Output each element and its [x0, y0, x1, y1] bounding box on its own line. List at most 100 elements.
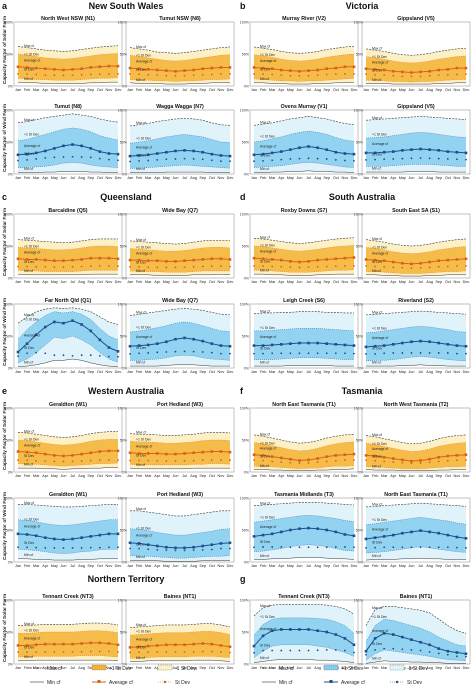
stdev-point: [71, 265, 74, 268]
stdev-point: [353, 159, 355, 162]
x-tick-label: Jul: [306, 280, 311, 284]
average-point: [364, 67, 368, 71]
panel-title: Baines (NT1): [164, 594, 197, 600]
series-average-line: [365, 632, 467, 655]
stdev-point: [419, 352, 422, 354]
y-tick-label: 50%: [120, 53, 128, 57]
average-point: [289, 260, 292, 263]
stdev-point: [344, 459, 346, 462]
average-point: [334, 257, 338, 261]
series-plus1-line: [253, 515, 355, 523]
x-tick-label: May: [163, 370, 170, 374]
x-tick-label: May: [399, 88, 406, 92]
stdev-point: [344, 72, 346, 75]
stdev-point: [89, 73, 92, 76]
average-point: [34, 258, 38, 261]
y-tick-label: 50%: [120, 335, 128, 339]
average-point: [298, 69, 301, 73]
series-min-line: [254, 468, 355, 471]
stdev-point: [201, 158, 204, 161]
average-point: [107, 64, 111, 68]
average-point: [53, 537, 56, 541]
annotation-label: Max cf: [260, 309, 270, 313]
y-tick-label: 0%: [8, 471, 14, 475]
annotation-label: Max cf: [372, 237, 382, 241]
x-tick-label: Sep: [435, 474, 442, 478]
annotation-label: +1 St Dev: [24, 52, 39, 56]
x-tick-label: Dec: [115, 88, 122, 92]
y-tick-label: 0%: [122, 277, 128, 281]
x-tick-label: Apr: [154, 370, 161, 374]
series-average-line: [18, 642, 119, 646]
stdev-point: [365, 547, 367, 549]
x-tick-label: Jun: [172, 666, 178, 670]
annotation-label: Average cf: [24, 251, 40, 255]
stdev-point: [280, 265, 283, 268]
average-point: [228, 154, 232, 158]
x-tick-label: Sep: [87, 474, 94, 478]
x-tick-label: Jun: [172, 280, 178, 284]
average-point: [128, 541, 132, 545]
x-tick-label: Sep: [87, 370, 94, 374]
x-tick-label: Jun: [408, 88, 414, 92]
average-point: [34, 643, 38, 647]
average-point: [89, 147, 93, 150]
series-max-line: [253, 433, 355, 444]
stdev-point: [307, 462, 310, 464]
average-point: [183, 452, 186, 455]
average-point: [391, 260, 395, 264]
series-average-line: [253, 628, 355, 647]
x-tick-label: Jul: [306, 666, 311, 670]
annotation-label: Min cf: [260, 269, 269, 273]
average-point: [446, 454, 450, 458]
annotation-label: Min cf: [136, 269, 145, 273]
y-tick-label: 0%: [358, 367, 364, 371]
stdev-point: [428, 546, 431, 549]
annotation-label: St Dev: [136, 454, 146, 458]
annotation-label: Min cf: [372, 465, 381, 469]
x-tick-label: Jan: [127, 474, 133, 478]
average-point: [71, 258, 74, 262]
x-tick-label: Oct: [209, 280, 216, 284]
x-tick-label: Sep: [323, 564, 330, 568]
annotation-label: Max cf: [24, 429, 34, 433]
x-tick-label: Aug: [190, 370, 197, 374]
average-point: [137, 258, 141, 262]
stdev-point: [334, 546, 337, 548]
band-inner: [254, 131, 354, 168]
x-tick-label: Feb: [260, 370, 267, 374]
band-inner: [366, 517, 466, 554]
x-tick-label: Sep: [323, 474, 330, 478]
average-point: [401, 70, 404, 74]
annotation-label: +1 St Dev: [372, 615, 387, 619]
annotation-label: Max cf: [260, 120, 270, 124]
y-tick-label: 100%: [118, 497, 128, 501]
average-point: [455, 454, 459, 457]
series-minus1-line: [366, 270, 467, 274]
x-tick-label: Jun: [408, 280, 414, 284]
x-tick-label: Mar: [145, 666, 152, 670]
x-tick-label: Aug: [426, 666, 433, 670]
annotation-label: +1 St Dev: [260, 53, 275, 57]
stdev-point: [298, 157, 301, 160]
average-point: [146, 259, 150, 263]
x-tick-label: Oct: [97, 280, 104, 284]
stdev-point: [35, 73, 38, 76]
x-tick-label: Mar: [145, 280, 152, 284]
average-point: [107, 642, 111, 645]
average-point: [201, 67, 205, 71]
x-tick-label: Nov: [342, 370, 349, 374]
stdev-point: [280, 546, 283, 548]
y-tick-label: 100%: [118, 407, 128, 411]
x-tick-label: Oct: [97, 176, 104, 180]
series-max-line: [18, 504, 118, 508]
x-tick-label: Aug: [426, 474, 433, 478]
average-point: [419, 640, 422, 644]
stdev-point: [201, 351, 204, 353]
x-tick-label: Nov: [342, 666, 349, 670]
series-minus1-line: [17, 77, 119, 81]
y-tick-label: 50%: [6, 141, 14, 145]
stdev-point: [210, 650, 213, 653]
x-tick-label: Sep: [199, 564, 206, 568]
series-average-line: [129, 542, 231, 549]
